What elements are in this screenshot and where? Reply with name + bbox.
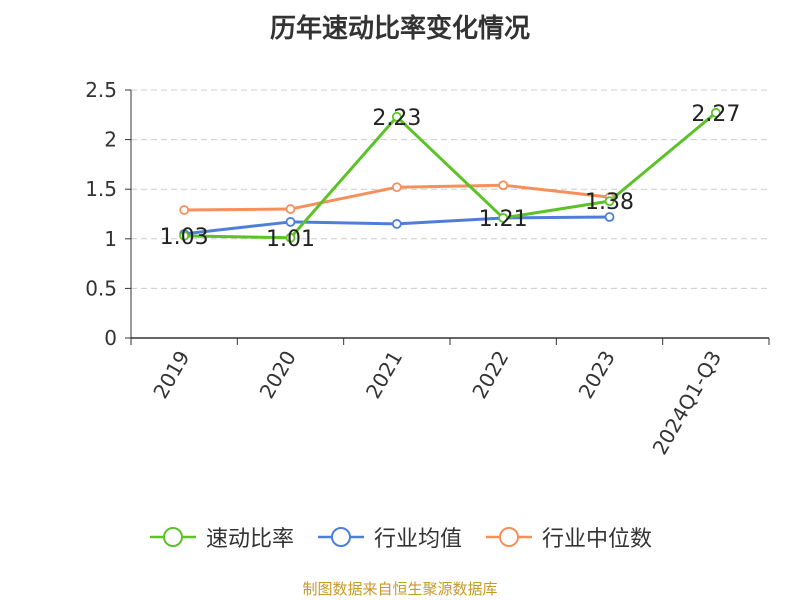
data-label: 1.01 — [266, 227, 315, 252]
legend: 速动比率 行业均值 行业中位数 — [0, 520, 800, 554]
x-tick-label: 2022 — [467, 346, 513, 402]
series-lines — [183, 111, 717, 240]
legend-item[interactable]: 速动比率 — [148, 521, 294, 553]
x-tick-label: 2023 — [574, 347, 620, 403]
data-point — [391, 182, 402, 193]
data-point — [391, 111, 402, 122]
data-point — [604, 196, 615, 207]
data-point — [498, 213, 509, 223]
data-point — [285, 217, 296, 227]
x-tick-label: 2019 — [148, 347, 194, 403]
y-tick-label: 0 — [104, 326, 117, 350]
data-label: 2.23 — [372, 106, 421, 131]
x-tick-label: 2020 — [255, 347, 301, 403]
data-label: 2.27 — [691, 102, 740, 127]
legend-marker-icon — [149, 527, 196, 547]
y-tick-label: 1.5 — [85, 177, 117, 201]
y-tick-label: 2.5 — [85, 78, 117, 102]
data-point — [285, 204, 296, 214]
data-label: 1.38 — [585, 190, 634, 215]
data-point — [179, 230, 190, 241]
data-point — [391, 219, 402, 229]
legend-item[interactable]: 行业均值 — [316, 521, 462, 553]
y-tick-label: 2 — [104, 128, 117, 152]
y-tick-label: 1 — [104, 227, 117, 251]
data-point — [498, 180, 509, 191]
data-point — [710, 107, 721, 118]
grid-lines — [131, 89, 769, 289]
x-tick-label: 2021 — [361, 347, 407, 403]
series-line-0 — [184, 111, 717, 240]
line-chart: 0 0.5 1 1.5 2 2.5 2019 2020 2021 2022 2023 2024Q1-Q… — [85, 78, 770, 459]
y-tick-label: 0.5 — [85, 276, 117, 300]
data-point — [285, 232, 296, 243]
data-label: 1.03 — [160, 225, 209, 250]
legend-label: 行业均值 — [373, 527, 462, 552]
data-point — [179, 205, 190, 215]
legend-label: 速动比率 — [205, 527, 294, 552]
legend-label: 行业中位数 — [542, 527, 653, 552]
legend-marker-icon — [317, 527, 364, 547]
data-label: 1.21 — [479, 207, 528, 232]
legend-marker-icon — [486, 527, 532, 547]
x-tick-label: 2024Q1-Q3 — [647, 347, 726, 459]
chart-title: 历年速动比率变化情况 — [269, 14, 530, 44]
data-point — [604, 212, 615, 222]
legend-item[interactable]: 行业中位数 — [484, 521, 652, 553]
source-note: 制图数据来自恒生聚源数据库 — [302, 580, 498, 598]
data-labels: 1.03 1.01 2.23 1.21 1.38 2.27 — [160, 102, 741, 252]
series-points — [179, 107, 721, 243]
axes: 0 0.5 1 1.5 2 2.5 2019 2020 2021 2022 2023 2024Q1-Q… — [85, 78, 770, 459]
